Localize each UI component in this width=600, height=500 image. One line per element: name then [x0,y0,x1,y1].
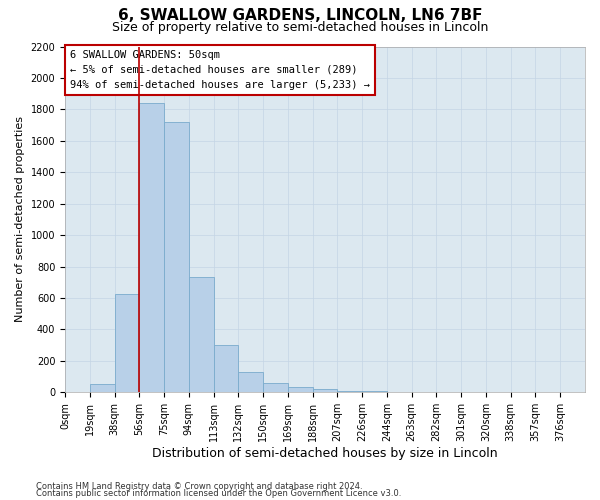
Text: Size of property relative to semi-detached houses in Lincoln: Size of property relative to semi-detach… [112,21,488,34]
Y-axis label: Number of semi-detached properties: Number of semi-detached properties [15,116,25,322]
Bar [139,103,164,393]
Bar [288,387,313,392]
Text: Contains public sector information licensed under the Open Government Licence v3: Contains public sector information licen… [36,489,401,498]
Text: Contains HM Land Registry data © Crown copyright and database right 2024.: Contains HM Land Registry data © Crown c… [36,482,362,491]
Bar [189,277,214,392]
Text: 6, SWALLOW GARDENS, LINCOLN, LN6 7BF: 6, SWALLOW GARDENS, LINCOLN, LN6 7BF [118,8,482,22]
X-axis label: Distribution of semi-detached houses by size in Lincoln: Distribution of semi-detached houses by … [152,447,498,460]
Bar [263,383,288,392]
Bar [90,384,115,392]
Bar [115,294,139,392]
Bar [313,389,337,392]
Bar [214,345,238,393]
Bar [362,391,387,392]
Bar [164,122,189,392]
Bar [337,391,362,392]
Bar [238,372,263,392]
Text: 6 SWALLOW GARDENS: 50sqm
← 5% of semi-detached houses are smaller (289)
94% of s: 6 SWALLOW GARDENS: 50sqm ← 5% of semi-de… [70,50,370,90]
